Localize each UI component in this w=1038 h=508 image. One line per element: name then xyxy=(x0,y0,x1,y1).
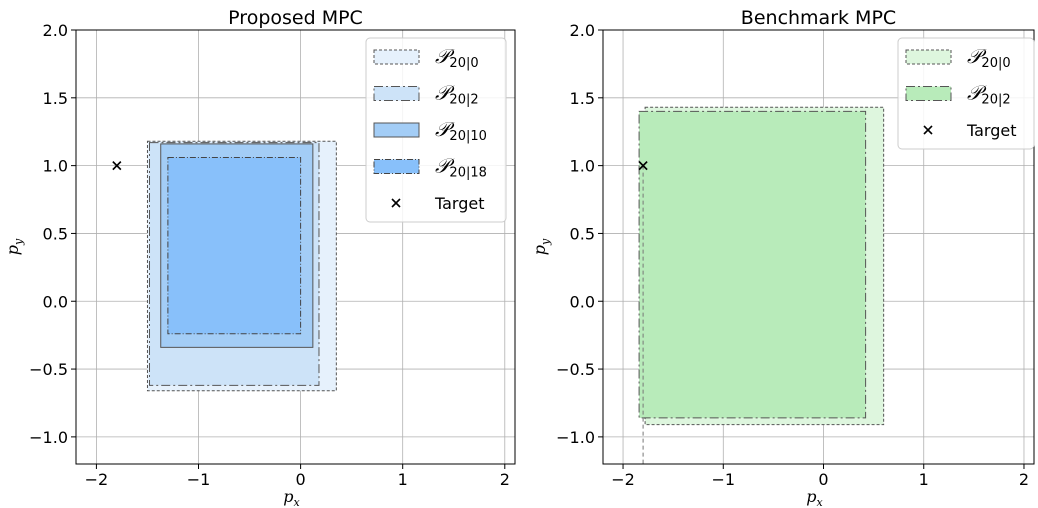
legend-swatch xyxy=(373,49,420,65)
proposed-mpc-panel: −2 −1 0 1 2 −1.0 −0.5 0.0 0.5 1.0 1.5 2.0 Proposed M… xyxy=(3,7,516,508)
y-axis-label-sub: y xyxy=(12,238,25,246)
y-tick-label: 0.0 xyxy=(43,292,68,311)
set-rect-20-18 xyxy=(167,156,302,335)
x-tick-label: −2 xyxy=(611,470,635,489)
benchmark-mpc-panel: −2 −1 0 1 2 −1.0 −0.5 0.0 0.5 1.0 1.5 2.0 Benchmark … xyxy=(530,7,1035,508)
legend-label-sub: 20|0 xyxy=(449,56,478,71)
x-axis-label: px xyxy=(283,487,300,508)
legend-label-sub: 20|2 xyxy=(981,93,1010,108)
legend-target-marker xyxy=(391,198,401,208)
legend-swatch xyxy=(373,86,420,101)
y-axis-label: py xyxy=(3,238,25,255)
y-tick-label: 0.5 xyxy=(43,224,68,243)
y-tick-label: 1.5 xyxy=(43,89,68,108)
y-axis-label-sub: y xyxy=(539,238,552,246)
legend-box xyxy=(365,37,507,223)
y-axis-label-main: p xyxy=(530,245,549,255)
y-tick-label: 0.5 xyxy=(570,224,595,243)
y-tick-label: −0.5 xyxy=(29,360,68,379)
x-tick-label: 0 xyxy=(296,470,306,489)
legend-target-label: Target xyxy=(434,194,485,213)
y-tick-label: −1.0 xyxy=(29,428,68,447)
legend-label-sub: 20|2 xyxy=(449,93,478,108)
plot-frame xyxy=(75,29,516,465)
y-tick-label: 1.5 xyxy=(570,89,595,108)
legend-label-sub: 20|18 xyxy=(449,166,486,181)
y-axis-label-main: p xyxy=(3,245,22,255)
y-tick-label: 1.0 xyxy=(570,157,595,176)
legend-label-sub: 20|0 xyxy=(981,56,1010,71)
chart-title: Benchmark MPC xyxy=(741,7,896,29)
legend-target-marker xyxy=(923,125,933,135)
x-axis-label-sub: x xyxy=(294,496,301,508)
plot-frame xyxy=(602,29,1035,465)
legend-target-stroke xyxy=(923,125,933,135)
y-tick-label: −0.5 xyxy=(556,360,595,379)
x-axis-label-sub: x xyxy=(817,496,824,508)
y-tick-label: 2.0 xyxy=(43,21,68,40)
legend-swatch xyxy=(373,159,420,174)
target-marker-stroke xyxy=(638,161,648,171)
x-tick-label: −2 xyxy=(85,470,109,489)
x-tick-label: 2 xyxy=(1019,470,1029,489)
target-marker xyxy=(112,161,122,171)
x-tick-label: 1 xyxy=(919,470,929,489)
legend-swatch xyxy=(373,122,420,138)
x-axis-label-main: p xyxy=(806,487,816,506)
legend-box xyxy=(897,37,1035,150)
y-tick-label: 0.0 xyxy=(570,292,595,311)
target-marker xyxy=(638,161,648,171)
y-axis-label: py xyxy=(530,238,552,255)
target-marker-stroke xyxy=(112,161,122,171)
legend-target-label: Target xyxy=(966,121,1017,140)
legend-target-stroke xyxy=(391,198,401,208)
x-tick-label: 0 xyxy=(818,470,828,489)
x-axis-label: px xyxy=(806,487,823,508)
y-tick-label: −1.0 xyxy=(556,428,595,447)
set-rect-20-2 xyxy=(638,110,867,419)
x-axis-label-main: p xyxy=(283,487,293,506)
legend-swatch xyxy=(905,86,952,101)
legend-label-sub: 20|10 xyxy=(449,129,486,144)
legend-swatch xyxy=(905,49,952,65)
chart-title: Proposed MPC xyxy=(228,7,363,29)
x-tick-label: 1 xyxy=(398,470,408,489)
y-tick-label: 1.0 xyxy=(43,157,68,176)
x-tick-label: 2 xyxy=(500,470,510,489)
x-tick-label: −1 xyxy=(711,470,735,489)
y-tick-label: 2.0 xyxy=(570,21,595,40)
x-tick-label: −1 xyxy=(187,470,211,489)
